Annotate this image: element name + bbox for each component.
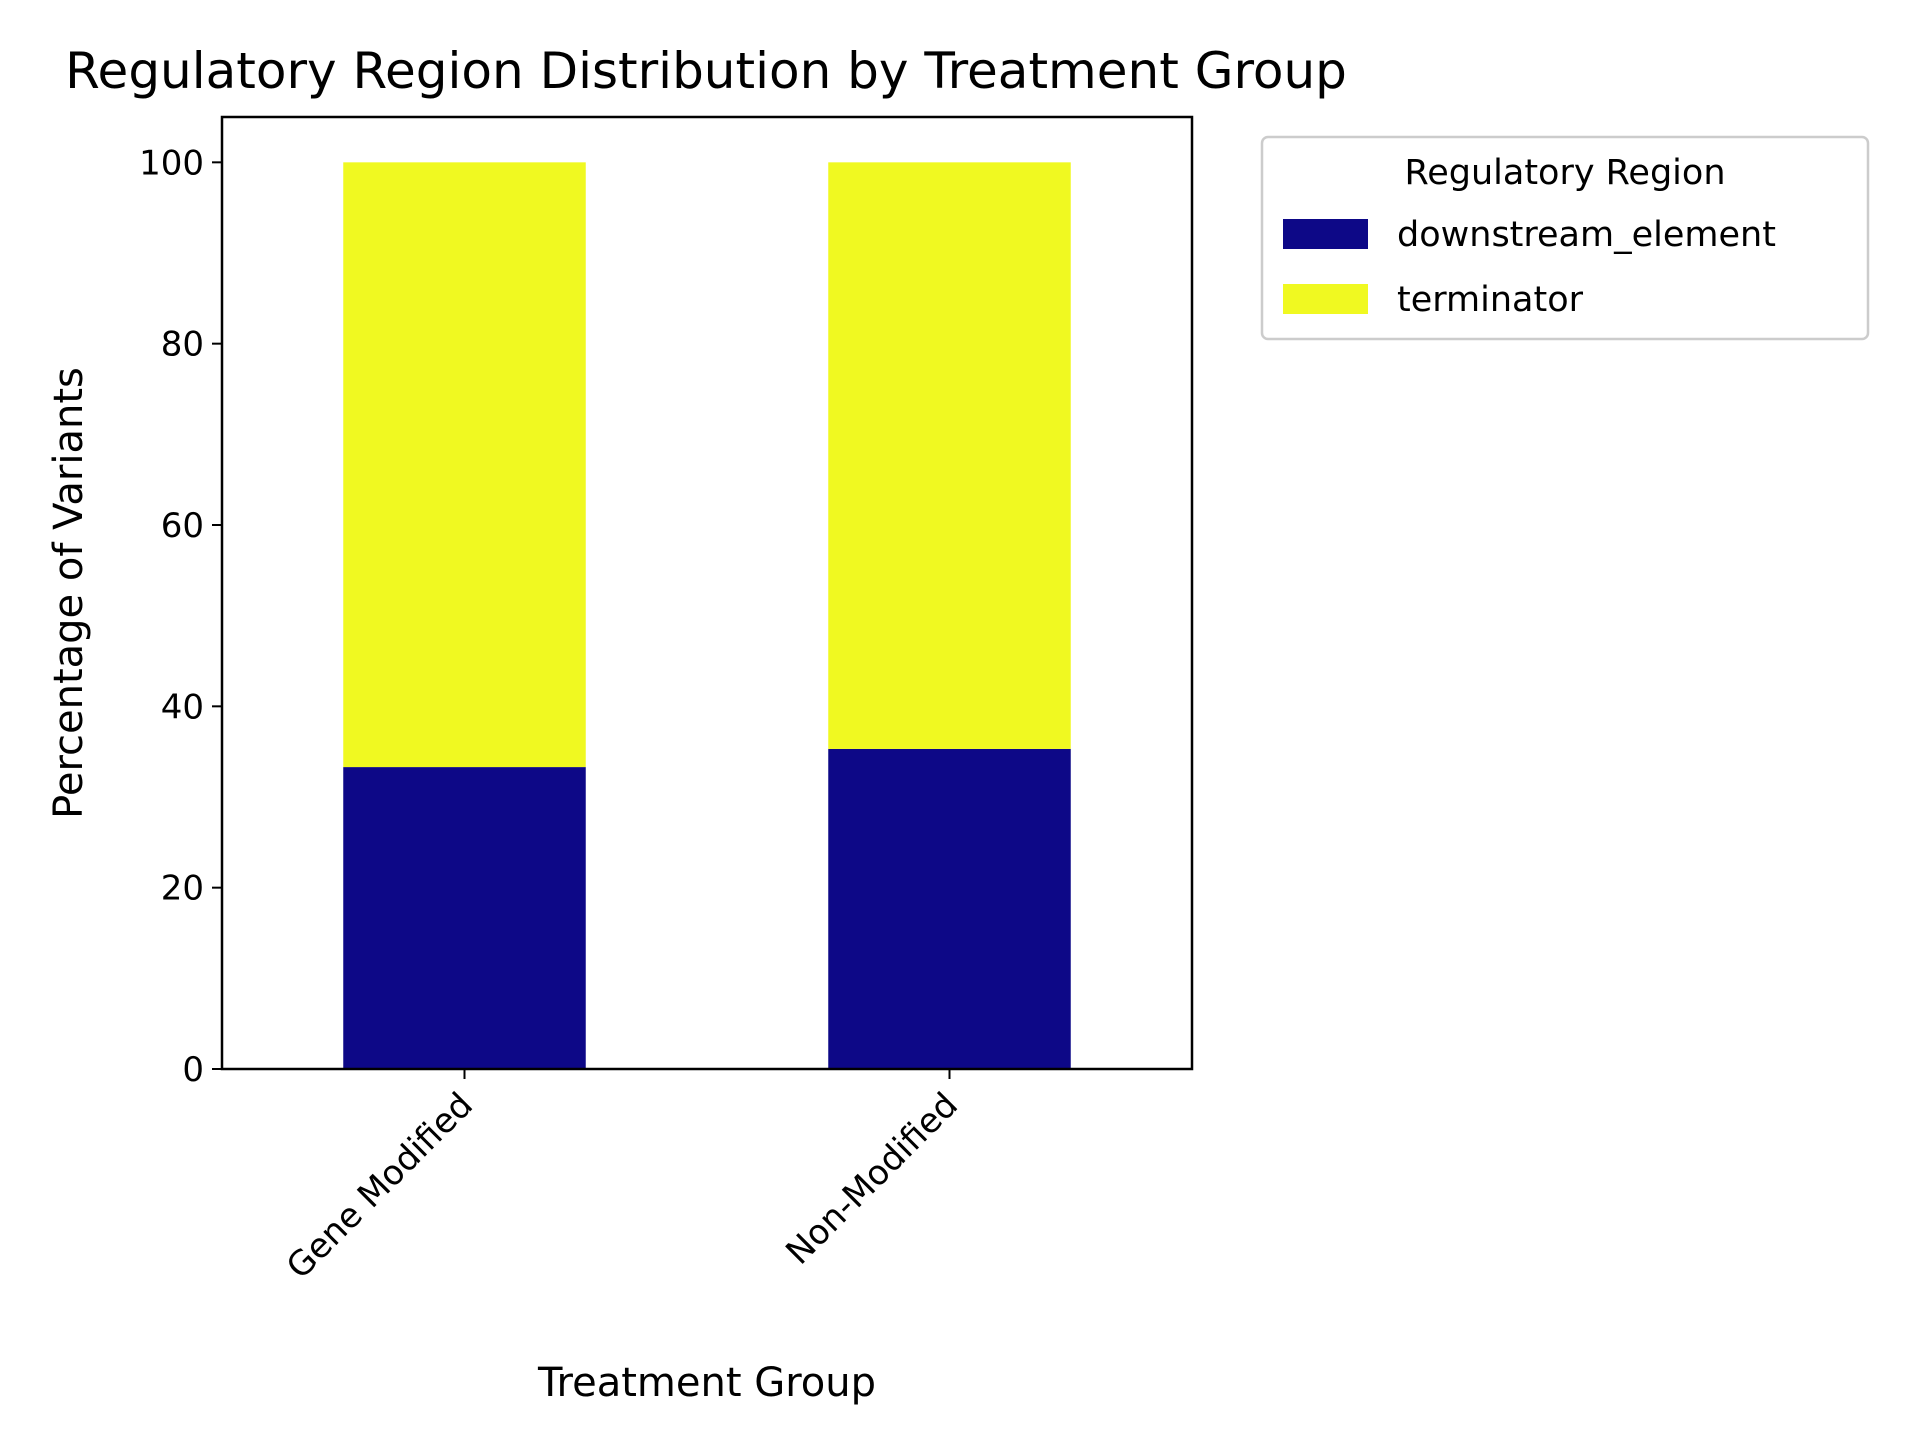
legend-title: Regulatory Region (1404, 153, 1725, 193)
x-axis-label: Treatment Group (537, 1360, 876, 1406)
legend-label-0: downstream_element (1397, 215, 1776, 255)
bar-1-1 (828, 162, 1071, 749)
chart-title: Regulatory Region Distribution by Treatm… (65, 42, 1347, 100)
y-tick-label: 80 (161, 325, 204, 365)
legend-items: downstream_element terminator (1283, 215, 1776, 320)
bar-1-0 (343, 162, 586, 768)
legend-swatch-1 (1283, 284, 1368, 314)
y-tick-label: 0 (182, 1050, 204, 1090)
y-tick-label: 40 (161, 687, 204, 727)
x-tick-label: Non-Modified (778, 1085, 965, 1272)
y-tick-label: 100 (139, 143, 204, 183)
bars (343, 162, 1071, 1069)
x-tick-label: Gene Modified (279, 1085, 481, 1287)
y-tick-label: 60 (161, 506, 204, 546)
plot-area-frame (220, 115, 1194, 1071)
y-tick-label: 20 (161, 869, 204, 909)
bar-0-1 (828, 748, 1071, 1069)
legend-swatch-0 (1283, 219, 1368, 249)
legend-label-1: terminator (1397, 280, 1584, 320)
bar-0-0 (343, 767, 586, 1069)
legend: Regulatory Region downstream_elementterm… (1260, 135, 1870, 341)
y-axis-label: Percentage of Variants (46, 367, 92, 819)
x-axis-ticks: Gene Modified Non-Modified (279, 1069, 966, 1287)
legend-frame (1260, 135, 1870, 341)
y-axis-ticks: 0 20 40 60 80 100 (139, 143, 222, 1090)
